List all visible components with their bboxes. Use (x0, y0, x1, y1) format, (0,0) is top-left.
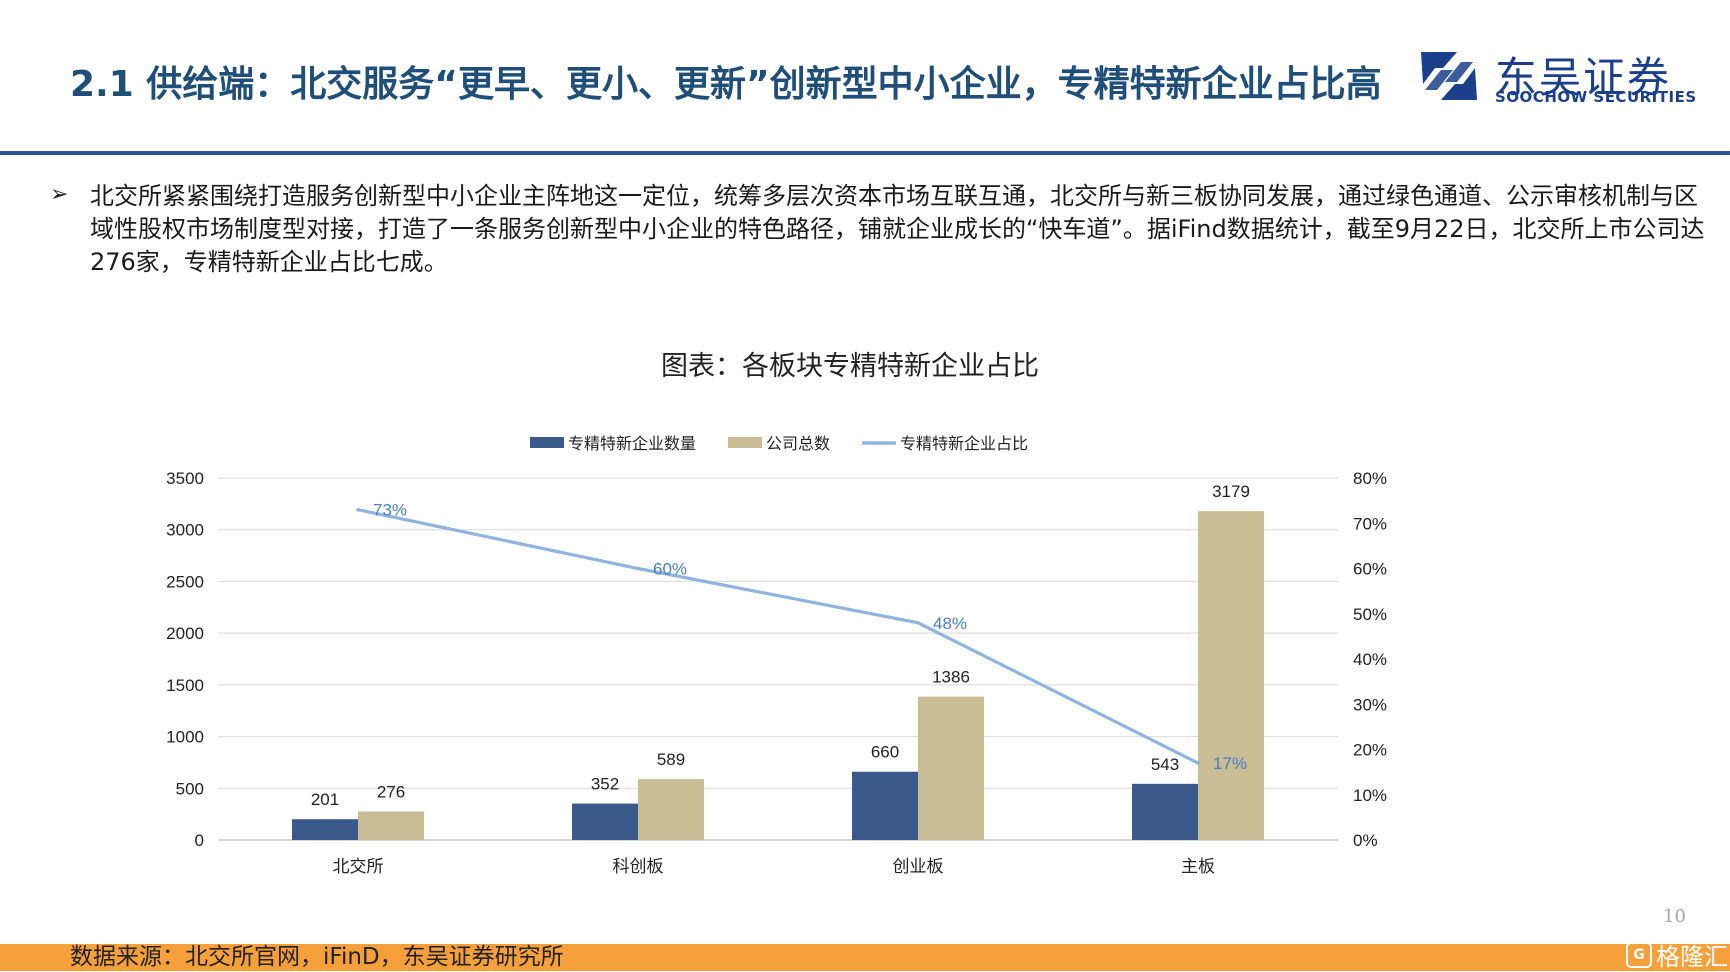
bar (292, 819, 358, 840)
bar-data-label: 543 (1151, 755, 1179, 774)
legend-label: 专精特新企业数量 (568, 435, 696, 453)
bar (1198, 511, 1264, 840)
bar-data-label: 352 (591, 775, 619, 794)
legend-label: 公司总数 (766, 435, 830, 453)
slide-header: 2.1 供给端：北交服务“更早、更小、更新”创新型中小企业，专精特新企业占比高 … (0, 0, 1730, 160)
y-left-tick-label: 2000 (166, 624, 204, 643)
page-number: 10 (1663, 906, 1686, 927)
line-data-label: 48% (933, 614, 967, 633)
line-data-label: 73% (373, 501, 407, 520)
combo-chart: 0 500 1000 1500 2000 2500 3000 3500 0% 10% 20% 30% 4… (166, 435, 1387, 876)
x-tick-label: 主板 (1181, 857, 1215, 876)
arrow-bullet-icon: ➢ (50, 182, 69, 207)
soochow-logo-icon (1421, 52, 1477, 100)
y-right-tick-label: 50% (1353, 605, 1387, 624)
y-right-tick-label: 40% (1353, 650, 1387, 669)
bar (358, 811, 424, 840)
bar (638, 779, 704, 840)
y-right-tick-label: 80% (1353, 469, 1387, 488)
y-left-tick-label: 1000 (166, 728, 204, 747)
y-right-tick-label: 20% (1353, 741, 1387, 760)
y-left-tick-label: 1500 (166, 676, 204, 695)
y-left-tick-label: 3000 (166, 521, 204, 540)
y-right-tick-label: 60% (1353, 560, 1387, 579)
y-left-tick-label: 0 (195, 831, 204, 850)
bar-data-label: 1386 (932, 668, 970, 687)
legend-label: 专精特新企业占比 (900, 435, 1028, 453)
bar (572, 803, 638, 840)
page-title: 2.1 供给端：北交服务“更早、更小、更新”创新型中小企业，专精特新企业占比高 (70, 64, 1382, 105)
data-source: 数据来源：北交所官网，iFinD，东吴证券研究所 (70, 944, 564, 970)
y-left-tick-label: 3500 (166, 469, 204, 488)
x-tick-label: 北交所 (333, 857, 384, 876)
watermark: G 格隆汇 (1626, 937, 1728, 972)
logo-english-name: SOOCHOW SECURITIES (1495, 88, 1697, 106)
header-divider (0, 151, 1730, 155)
bar (852, 771, 918, 840)
line-point (356, 507, 360, 512)
watermark-logo-icon: G (1626, 941, 1652, 968)
bar (1132, 783, 1198, 840)
bar-data-label: 201 (311, 790, 339, 809)
chart-title: 图表：各板块专精特新企业占比 (661, 351, 1039, 382)
legend-swatch (530, 437, 564, 448)
y-left-tick-label: 500 (176, 779, 204, 798)
line-point (1196, 761, 1200, 765)
y-right-tick-label: 70% (1353, 514, 1387, 533)
footer-bar (0, 944, 1730, 971)
bar-data-label: 660 (871, 743, 899, 762)
bullet-text: 北交所紧紧围绕打造服务创新型中小企业主阵地这一定位，统筹多层次资本市场互联互通，… (90, 182, 1705, 276)
y-right-tick-label: 10% (1353, 786, 1387, 805)
legend-swatch (728, 437, 762, 448)
watermark-text: 格隆汇 (1656, 943, 1728, 971)
y-right-tick-label: 0% (1353, 831, 1378, 850)
line-series-path (357, 508, 1199, 765)
bar-data-label: 276 (377, 782, 405, 801)
company-logo: 东吴证券 SOOCHOW SECURITIES (1413, 44, 1696, 110)
bar-data-label: 589 (657, 750, 685, 769)
y-left-tick-label: 2500 (166, 572, 204, 591)
x-tick-label: 创业板 (893, 857, 944, 876)
y-right-tick-label: 30% (1353, 695, 1387, 714)
line-data-label: 60% (653, 560, 687, 579)
line-point (636, 566, 640, 571)
x-tick-label: 科创板 (613, 857, 664, 876)
line-point (916, 621, 920, 625)
bar-data-label: 3179 (1212, 482, 1250, 501)
bar (918, 696, 984, 840)
logo-chinese-name: 东吴证券 (1495, 53, 1672, 102)
line-data-label: 17% (1213, 754, 1247, 773)
